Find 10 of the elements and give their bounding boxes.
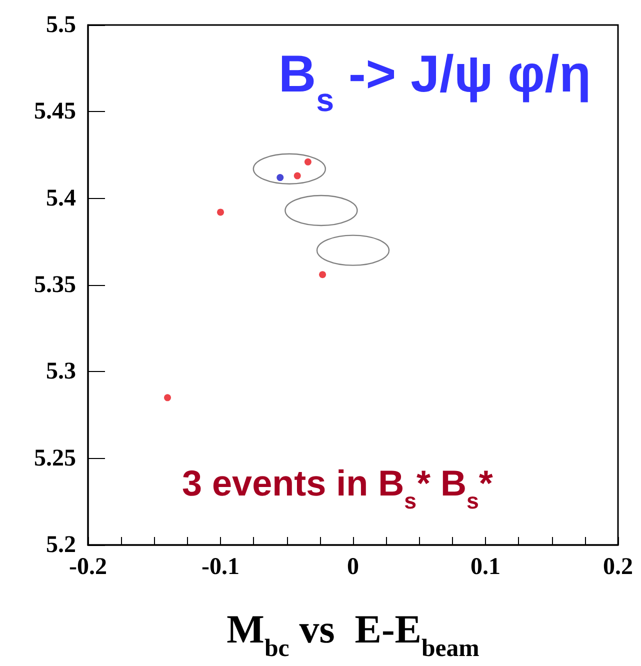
y-tick-label: 5.3 (46, 358, 76, 385)
x-tick-label: 0 (347, 554, 359, 580)
y-tick-label: 5.25 (34, 445, 76, 472)
y-tick-label: 5.35 (34, 272, 76, 298)
y-tick-label: 5.4 (46, 185, 76, 212)
x-tick-label: 0.1 (470, 554, 500, 580)
x-tick-label: -0.1 (202, 554, 240, 580)
y-tick-label: 5.5 (46, 12, 76, 38)
y-tick-label: 5.45 (34, 98, 76, 125)
x-tick-label: 0.2 (603, 554, 633, 580)
